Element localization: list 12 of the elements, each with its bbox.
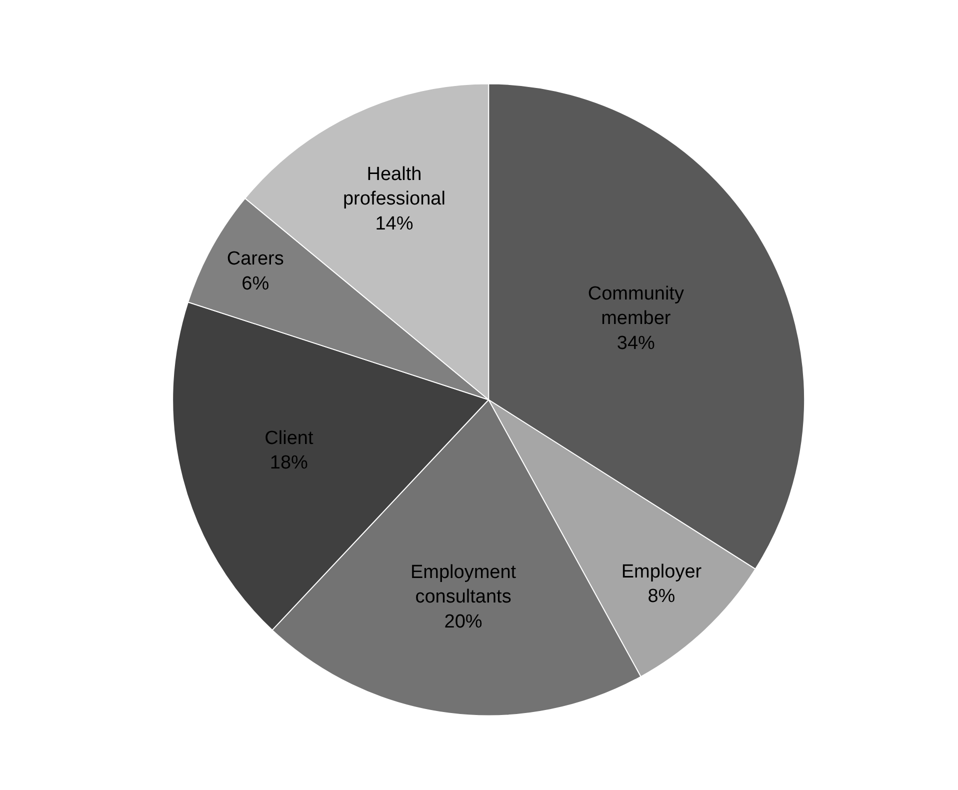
data-label: 8%: [648, 586, 676, 608]
data-label: 34%: [616, 332, 656, 354]
slice-label: Health professional: [342, 164, 446, 210]
data-label: 6%: [242, 273, 270, 294]
slice-label: Community member: [588, 283, 684, 330]
data-label: 18%: [270, 452, 308, 474]
data-label: 14%: [375, 213, 414, 234]
slice-label: Employment consultants: [410, 562, 517, 608]
slice-label: Client: [264, 428, 314, 450]
slice-label: Employer: [621, 561, 702, 582]
slice-label: Carers: [226, 248, 284, 270]
data-label: 20%: [444, 611, 482, 632]
